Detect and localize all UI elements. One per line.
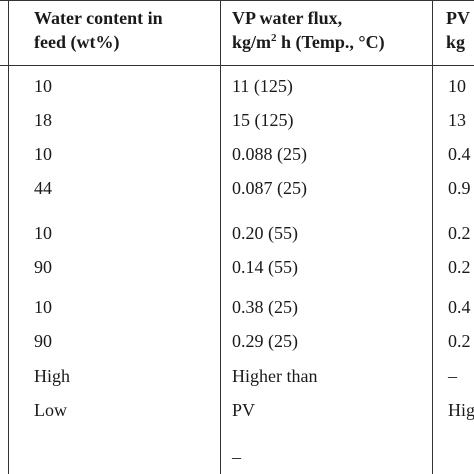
cell-water-7: 90 <box>34 331 52 351</box>
cell-vp-0: 11 (125) <box>232 76 293 96</box>
cell-pv-6: 0.4 <box>448 297 471 317</box>
header-pv-line2: kg <box>446 32 466 52</box>
cell-pv-7: 0.2 <box>448 331 471 351</box>
column-separator-middle <box>220 0 221 474</box>
cell-pv-5: 0.2 <box>448 257 471 277</box>
header-vp-line2: kg/m2 h (Temp., °C) <box>232 32 385 52</box>
cell-water-3: 44 <box>34 178 52 198</box>
cell-pv-2: 0.4 <box>448 144 471 164</box>
cell-pv-4: 0.2 <box>448 223 471 243</box>
cell-vp-8: Higher than <box>232 366 318 386</box>
cell-water-2: 10 <box>34 144 52 164</box>
cell-water-9: Low <box>34 400 67 420</box>
header-vp-water-flux: VP water flux, kg/m2 h (Temp., °C) <box>232 6 385 54</box>
column-separator-right <box>432 0 433 474</box>
cell-water-5: 90 <box>34 257 52 277</box>
cell-pv-8: – <box>448 366 457 386</box>
cell-vp-7: 0.29 (25) <box>232 331 298 351</box>
header-bottom-rule <box>0 65 474 66</box>
cell-vp-6: 0.38 (25) <box>232 297 298 317</box>
cell-pv-9: Hig <box>448 400 474 420</box>
header-pv-line1: PV <box>446 8 470 28</box>
header-vp-line1: VP water flux, <box>232 8 343 28</box>
cell-pv-3: 0.9 <box>448 178 471 198</box>
cell-water-8: High <box>34 366 70 386</box>
cell-vp-3: 0.087 (25) <box>232 178 307 198</box>
header-water-content-line1: Water content in <box>34 8 163 28</box>
cell-water-1: 18 <box>34 110 52 130</box>
header-water-content-line2: feed (wt%) <box>34 32 120 52</box>
cell-water-0: 10 <box>34 76 52 96</box>
cell-vp-10: – <box>232 447 241 467</box>
cell-vp-4: 0.20 (55) <box>232 223 298 243</box>
table-top-rule <box>0 0 474 1</box>
column-separator-left <box>8 0 9 474</box>
cell-pv-0: 10 <box>448 76 466 96</box>
cell-water-4: 10 <box>34 223 52 243</box>
cell-vp-2: 0.088 (25) <box>232 144 307 164</box>
cell-vp-5: 0.14 (55) <box>232 257 298 277</box>
cell-vp-9: PV <box>232 400 256 420</box>
header-water-content: Water content in feed (wt%) <box>34 6 163 54</box>
header-pv-water-flux: PV kg <box>446 6 470 54</box>
cell-water-6: 10 <box>34 297 52 317</box>
cell-pv-1: 13 <box>448 110 466 130</box>
cell-vp-1: 15 (125) <box>232 110 294 130</box>
